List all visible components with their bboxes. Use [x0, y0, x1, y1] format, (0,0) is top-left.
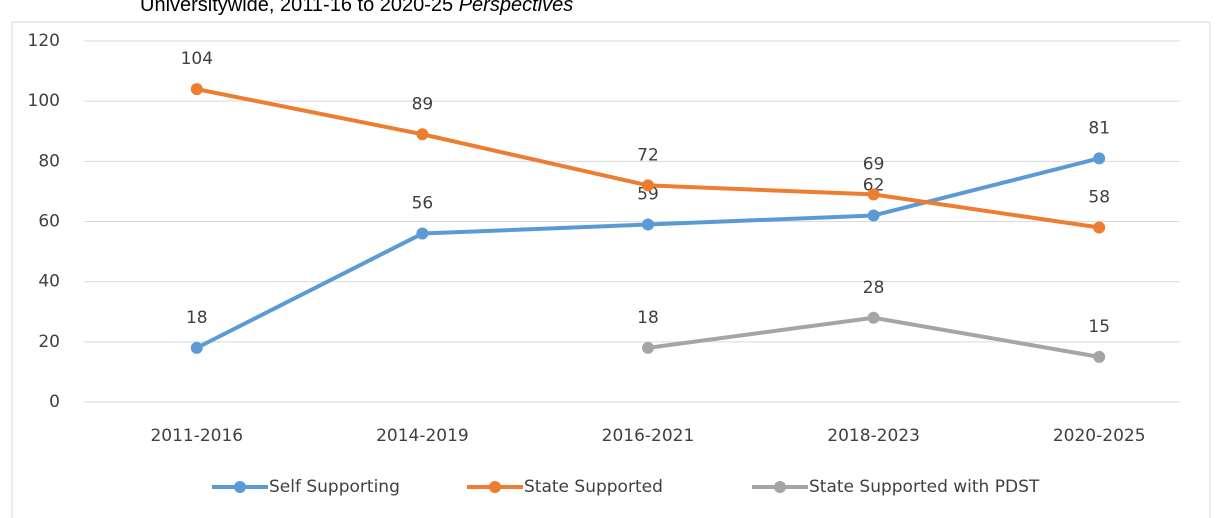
data-label: 18	[186, 308, 208, 328]
title-main: Universitywide, 2011-16 to 2020-25	[140, 0, 453, 16]
point	[1093, 152, 1106, 165]
data-label: 58	[1088, 188, 1110, 208]
chart-title: Universitywide, 2011-16 to 2020-25 Persp…	[140, 0, 573, 16]
legend-label: State Supported with PDST	[809, 477, 1040, 497]
data-label: 18	[637, 308, 659, 328]
data-label: 72	[637, 145, 659, 165]
data-label: 89	[412, 94, 434, 114]
x-tick-label: 2014-2019	[376, 426, 469, 446]
point	[190, 341, 203, 354]
title-emphasis: Perspectives	[459, 0, 574, 16]
x-tick-label: 2011-2016	[150, 426, 243, 446]
legend-marker	[234, 481, 246, 493]
point	[867, 311, 880, 324]
y-tick-label: 20	[38, 332, 60, 352]
legend-label: State Supported	[524, 477, 663, 497]
point	[867, 209, 880, 222]
point	[1093, 350, 1106, 363]
y-tick-label: 0	[49, 392, 60, 412]
chart-frame	[11, 21, 1211, 518]
point	[190, 83, 203, 96]
point	[416, 128, 429, 141]
y-tick-label: 40	[38, 272, 60, 292]
data-label: 15	[1088, 317, 1110, 337]
x-tick-label: 2018-2023	[827, 426, 920, 446]
point	[1093, 221, 1106, 234]
point	[867, 188, 880, 201]
y-tick-label: 60	[38, 212, 60, 232]
legend-marker	[774, 481, 786, 493]
data-label: 81	[1088, 118, 1110, 138]
y-tick-label: 80	[38, 151, 60, 171]
data-label: 104	[181, 49, 213, 69]
point	[416, 227, 429, 240]
legend-marker	[489, 481, 501, 493]
data-label: 69	[863, 154, 885, 174]
y-tick-label: 100	[28, 91, 60, 111]
legend-label: Self Supporting	[269, 477, 400, 497]
data-label: 28	[863, 278, 885, 298]
x-tick-label: 2020-2025	[1053, 426, 1146, 446]
point	[642, 218, 654, 231]
data-label: 56	[412, 194, 434, 214]
point	[642, 179, 654, 192]
point	[642, 341, 654, 354]
data-label: 62	[863, 175, 885, 195]
y-tick-label: 120	[28, 31, 60, 51]
data-label: 59	[637, 185, 659, 205]
x-tick-label: 2016-2021	[602, 426, 695, 446]
